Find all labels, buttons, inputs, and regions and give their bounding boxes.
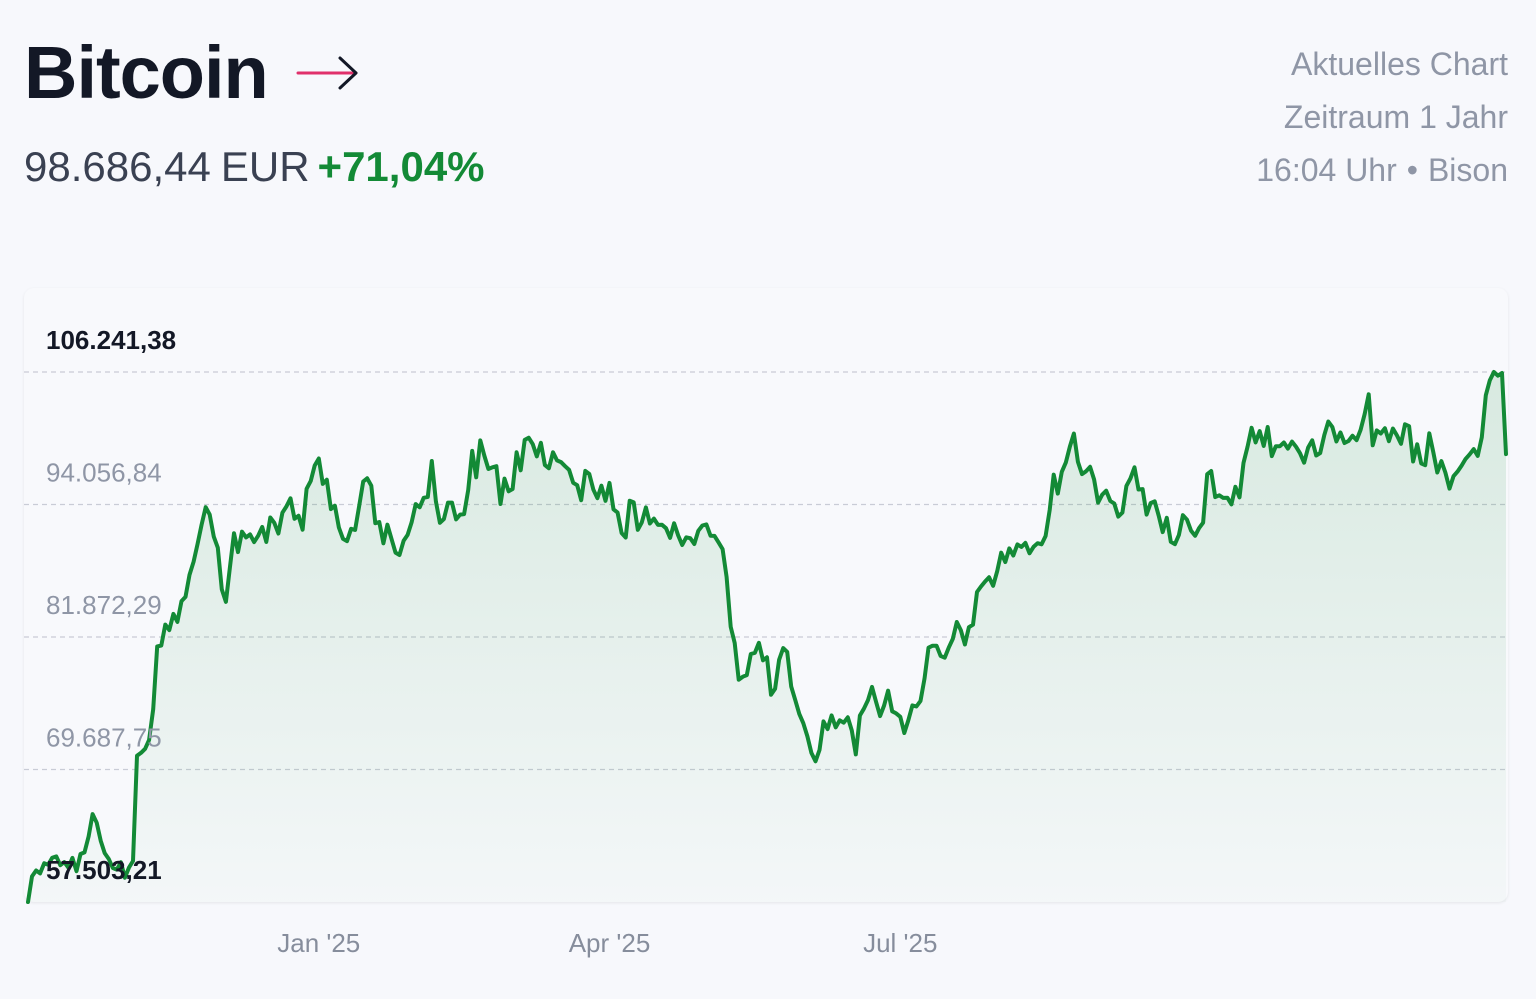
price-area-fill — [28, 372, 1506, 902]
title-row: Bitcoin — [24, 36, 360, 110]
price-row: 98.686,44 EUR +71,04% — [24, 146, 485, 188]
meta-time-source: 16:04 Uhr • Bison — [1256, 144, 1508, 197]
meta-source: Bison — [1427, 152, 1508, 188]
current-price: 98.686,44 — [24, 143, 211, 190]
y-tick-label: 57.503,21 — [46, 855, 162, 885]
x-tick-label: Jul '25 — [863, 928, 937, 958]
meta-chart-type: Aktuelles Chart — [1291, 46, 1508, 82]
page-title: Bitcoin — [24, 31, 269, 114]
y-tick-label: 106.241,38 — [46, 325, 176, 355]
meta-period: Zeitraum 1 Jahr — [1283, 99, 1508, 135]
x-axis-labels: Jan '25 Apr '25 Jul '25 — [277, 928, 937, 958]
y-tick-label: 81.872,29 — [46, 590, 162, 620]
chart-meta: Aktuelles Chart Zeitraum 1 Jahr 16:04 Uh… — [1256, 38, 1508, 197]
y-tick-label: 69.687,75 — [46, 723, 162, 753]
x-tick-label: Jan '25 — [277, 928, 360, 958]
separator-dot: • — [1406, 152, 1418, 188]
meta-time: 16:04 Uhr — [1256, 152, 1397, 188]
y-tick-label: 94.056,84 — [46, 457, 162, 487]
price-line[interactable] — [26, 370, 1508, 904]
x-tick-label: Apr '25 — [569, 928, 651, 958]
currency-label: EUR — [220, 143, 310, 190]
price-change-badge: +71,04% — [317, 143, 485, 190]
arrow-right-icon[interactable] — [296, 53, 360, 93]
y-axis-labels: 106.241,38 94.056,84 81.872,29 69.687,75 57.… — [46, 325, 176, 885]
